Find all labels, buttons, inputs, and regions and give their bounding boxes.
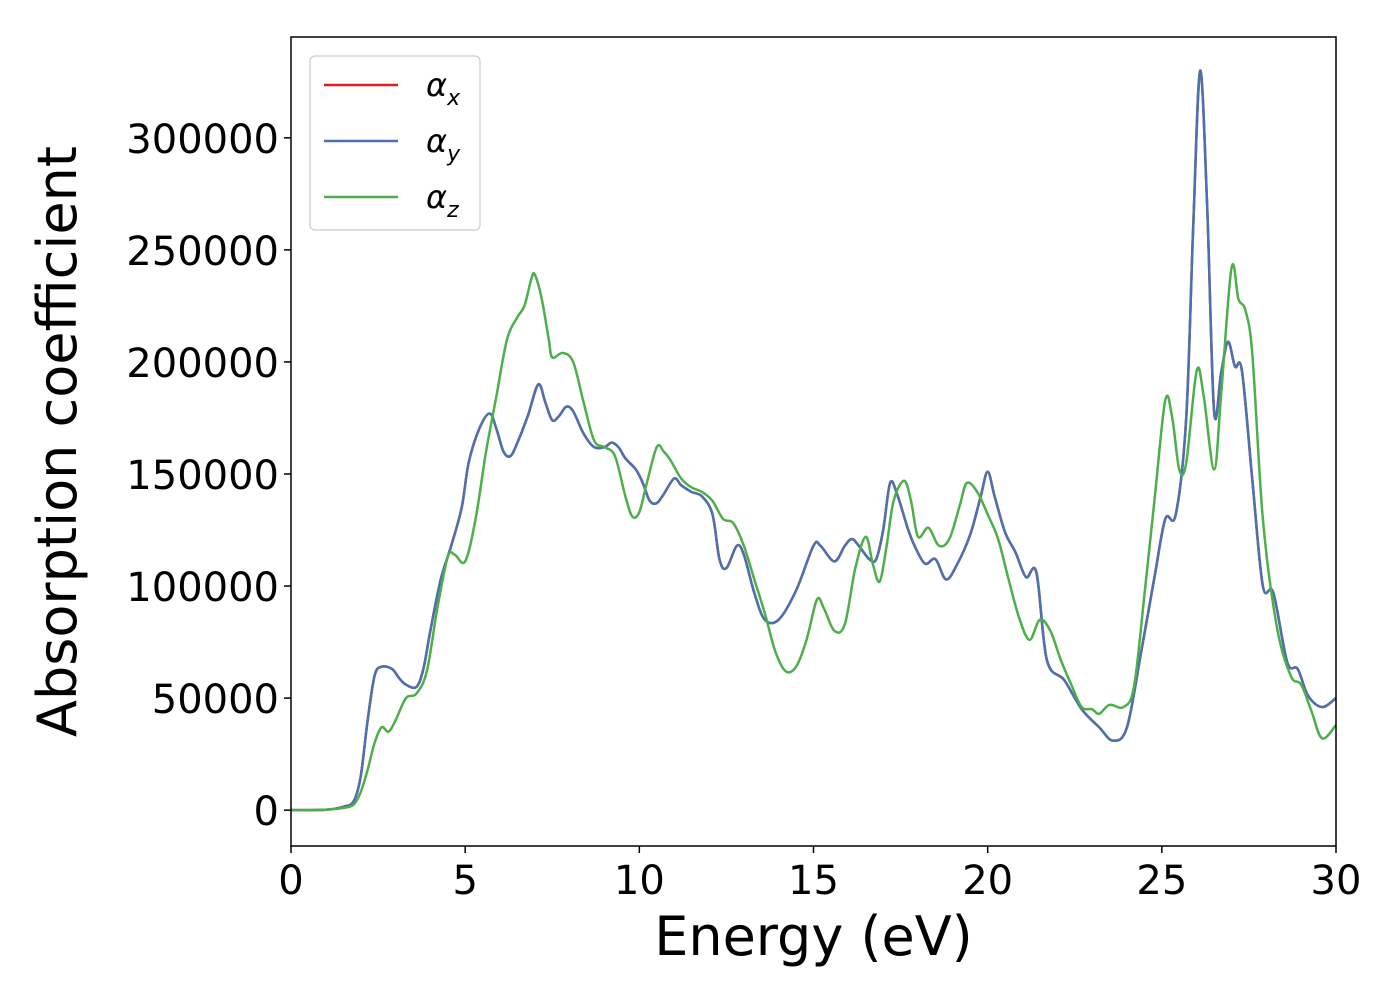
y-tick-label: 150000 <box>126 453 279 499</box>
x-tick-label: 25 <box>1136 858 1187 904</box>
y-tick-label: 0 <box>254 789 279 835</box>
y-axis-label: Absorption coefficient <box>26 146 89 737</box>
series-line-alpha-z <box>291 263 1336 812</box>
legend-entry-alpha-y: αy <box>426 122 461 167</box>
x-tick-label: 15 <box>788 858 839 904</box>
series-line-alpha-y <box>291 69 1336 812</box>
x-axis-label: Energy (eV) <box>654 905 973 968</box>
y-tick-label: 250000 <box>126 229 279 275</box>
y-tick-label: 100000 <box>126 565 279 611</box>
x-tick-label: 0 <box>278 858 303 904</box>
legend: αx αy αz <box>309 55 481 231</box>
x-tick-label: 5 <box>452 858 477 904</box>
y-tick-label: 200000 <box>126 341 279 387</box>
y-tick-label: 300000 <box>126 117 279 163</box>
legend-entry-alpha-z: αz <box>426 178 459 223</box>
legend-box <box>309 55 481 231</box>
legend-entry-alpha-x: αx <box>426 66 461 111</box>
x-tick-label: 10 <box>614 858 665 904</box>
x-tick-label: 30 <box>1311 858 1362 904</box>
y-tick-label: 50000 <box>152 677 279 723</box>
series-layer <box>291 69 1336 812</box>
x-tick-label: 20 <box>962 858 1013 904</box>
x-axis: 0 5 10 15 20 25 30 <box>278 846 1361 904</box>
y-axis: 0 50000 100000 150000 200000 250000 300000 <box>126 117 291 835</box>
